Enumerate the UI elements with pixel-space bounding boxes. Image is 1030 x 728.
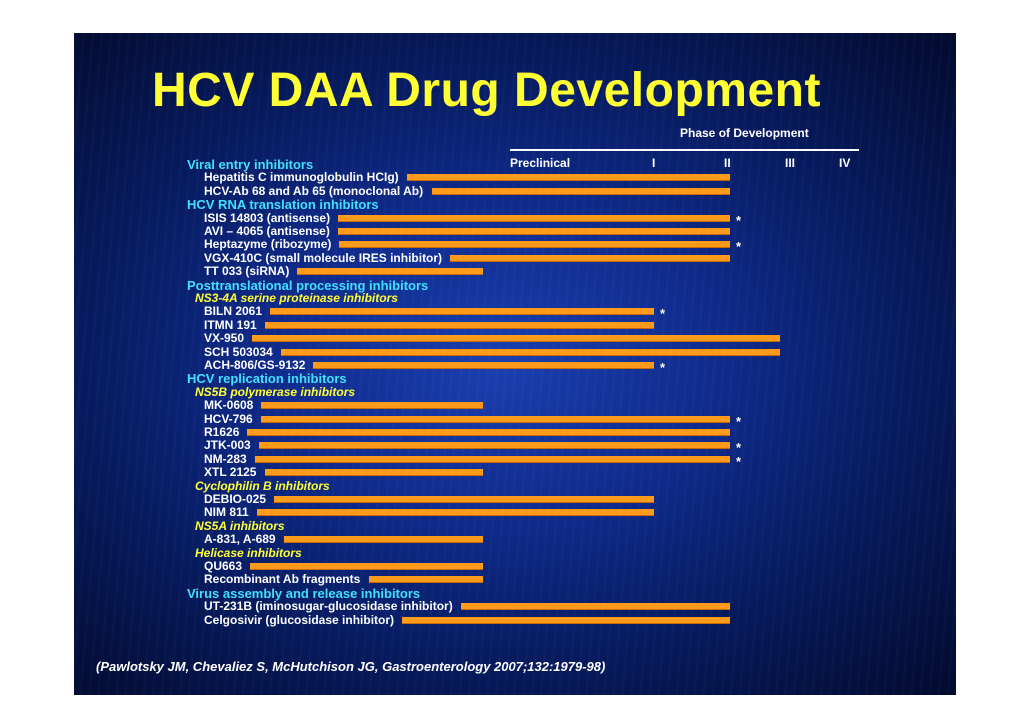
phase-bar (284, 536, 483, 544)
phase-axis-rule (510, 149, 859, 151)
phase-bar (247, 429, 730, 436)
category-label: Viral entry inhibitors (187, 157, 314, 172)
phase-bar (406, 174, 730, 182)
drug-label: SCH 503034 (204, 344, 273, 359)
phase-bar (432, 187, 730, 195)
drug-label: ITMN 191 (204, 317, 257, 332)
phase-bar (460, 603, 730, 611)
subcategory-label: Cyclophilin B inhibitors (195, 478, 330, 493)
phase-label-i: I (652, 156, 656, 170)
phase-bar (450, 254, 730, 262)
drug-label: TT 033 (siRNA) (204, 264, 290, 279)
drug-label: HCV-Ab 68 and Ab 65 (monoclonal Ab) (204, 183, 424, 198)
drug-label: JTK-003 (204, 438, 251, 453)
drug-label: MK-0608 (204, 398, 254, 413)
subcategory-label: Helicase inhibitors (195, 545, 302, 560)
drug-label: DEBIO-025 (204, 492, 267, 506)
citation: (Pawlotsky JM, Chevaliez S, McHutchison … (96, 659, 606, 674)
phase-bar (274, 496, 654, 503)
marker-asterisk: * (736, 440, 742, 456)
slide: HCV DAA Drug Development Phase of Develo… (74, 33, 956, 695)
drug-label: VX-950 (204, 331, 245, 346)
subcategory-label: NS5B polymerase inhibitors (195, 384, 356, 399)
phase-bar (339, 241, 730, 249)
drug-label: Celgosivir (glucosidase inhibitor) (204, 612, 395, 627)
subcategory-label: NS5A inhibitors (195, 518, 285, 533)
drug-label: Heptazyme (ribozyme) (204, 237, 332, 252)
phase-bar (402, 616, 730, 624)
phase-bar (252, 335, 780, 343)
category-label: Posttranslational processing inhibitors (187, 277, 429, 293)
phase-bar (368, 576, 483, 584)
phase-bar (313, 362, 654, 369)
phase-axis-title: Phase of Development (680, 126, 809, 140)
drug-label: A-831, A-689 (204, 532, 276, 547)
phase-bar (270, 308, 654, 316)
drug-label: XTL 2125 (204, 465, 257, 480)
phase-bar (254, 455, 730, 463)
drug-label: NM-283 (204, 451, 247, 466)
drug-label: UT-231B (iminosugar-glucosidase inhibito… (204, 599, 453, 614)
slide-title: HCV DAA Drug Development (152, 64, 821, 117)
phase-label-preclinical: Preclinical (510, 156, 571, 170)
marker-asterisk: * (736, 413, 742, 429)
phase-bar (264, 321, 654, 329)
phase-bar (297, 268, 483, 276)
drug-label: R1626 (204, 425, 240, 439)
phase-bar (260, 415, 730, 423)
marker-asterisk: * (736, 212, 742, 228)
drug-label: BILN 2061 (204, 304, 263, 319)
marker-asterisk: * (660, 306, 666, 322)
phase-bar (280, 348, 780, 356)
phase-label-iii: III (785, 156, 796, 170)
drug-label: ACH-806/GS-9132 (204, 358, 306, 372)
marker-asterisk: * (736, 453, 742, 469)
phase-bar (256, 509, 654, 517)
category-label: HCV replication inhibitors (187, 371, 347, 387)
phase-bar (338, 214, 730, 222)
drug-label: QU663 (204, 559, 243, 573)
drug-label: HCV-796 (204, 411, 253, 426)
phase-bar (250, 563, 483, 570)
drug-label: Hepatitis C immunoglobulin HCIg) (204, 170, 399, 185)
phase-bar (264, 469, 483, 477)
marker-asterisk: * (736, 239, 742, 255)
drug-label: VGX-410C (small molecule IRES inhibitor) (204, 250, 443, 265)
phase-label-ii: II (724, 156, 731, 170)
phase-label-iv: IV (839, 156, 851, 170)
marker-asterisk: * (660, 360, 666, 375)
subcategory-label: NS3-4A serine proteinase inhibitors (195, 291, 398, 305)
drug-label: Recombinant Ab fragments (204, 572, 361, 587)
drug-label: NIM 811 (204, 505, 249, 520)
category-label: Virus assembly and release inhibitors (187, 585, 421, 601)
drug-label: AVI – 4065 (antisense) (204, 224, 330, 238)
drug-label: ISIS 14803 (antisense) (204, 210, 331, 225)
phase-bar (261, 402, 483, 410)
phase-bar (258, 442, 730, 450)
category-label: HCV RNA translation inhibitors (187, 197, 379, 213)
phase-bar (337, 228, 730, 235)
